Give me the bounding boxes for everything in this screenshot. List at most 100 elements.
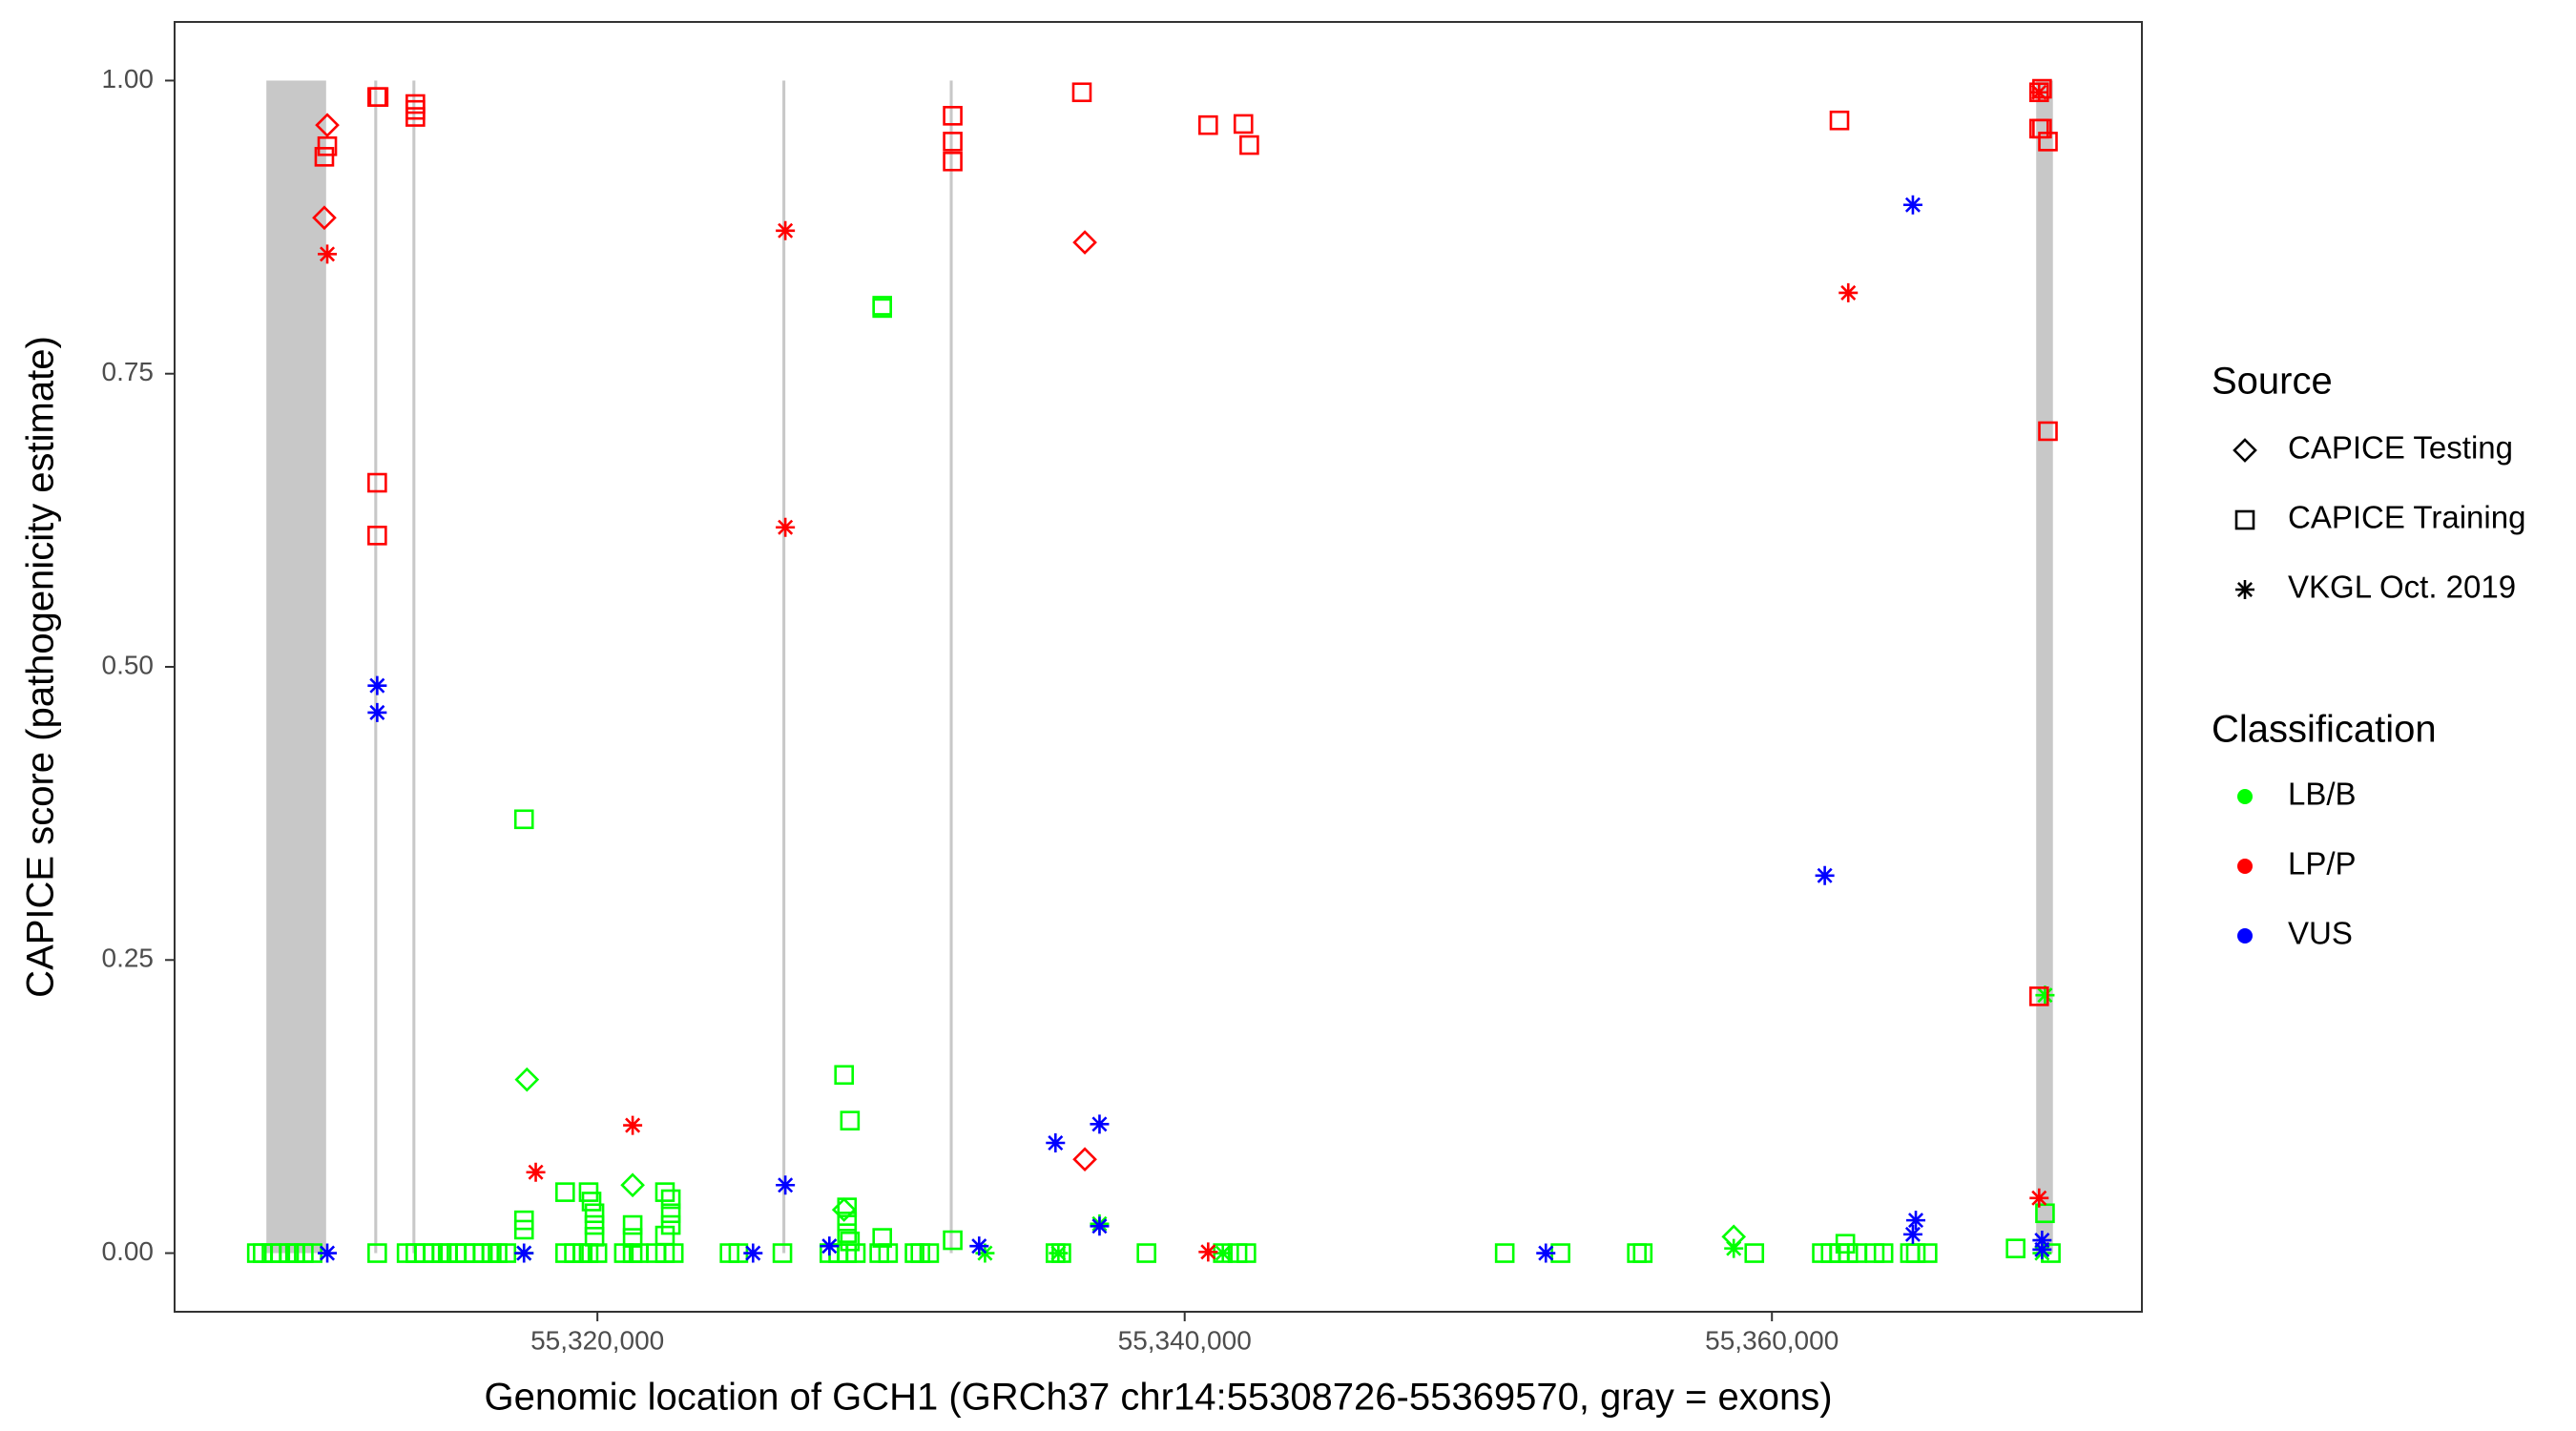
point [1046,1133,1066,1153]
exon [374,80,378,1254]
y-tick-label: 0.75 [102,357,155,386]
point [872,1228,893,1248]
point [587,1243,608,1263]
point [1233,114,1254,135]
y-axis-title: CAPICE score (pathogenicity estimate) [20,336,62,998]
exon [412,80,416,1254]
point [1536,1243,1556,1263]
legend-symbol [2235,580,2254,599]
x-axis-title: Genomic location of GCH1 (GRCh37 chr14:5… [484,1377,1832,1419]
point [405,107,426,127]
point [1239,135,1259,156]
legend-symbol [2237,859,2253,874]
point [2029,1188,2049,1208]
point [1072,1147,1097,1172]
legend-symbol [2237,928,2253,944]
point [660,1214,681,1235]
y-tick-label: 0.25 [102,944,155,973]
point [1136,1243,1156,1263]
point [367,1243,387,1263]
point [831,1197,857,1222]
point [1724,1238,1744,1258]
point [840,1110,861,1130]
point [1072,230,1097,255]
point [1198,1242,1218,1262]
point-layer [246,78,2061,1263]
point [663,1243,684,1263]
point [314,147,335,167]
point [654,1182,675,1202]
point [1906,1211,1926,1231]
point [919,1243,940,1263]
y-tick-label: 0.00 [102,1236,155,1266]
x-tick-label: 55,340,000 [1118,1325,1252,1355]
point [660,1203,681,1224]
point [555,1182,575,1202]
legend-label: VKGL Oct. 2019 [2288,570,2516,605]
point [2032,118,2052,139]
y-tick-label: 0.50 [102,650,155,679]
y-tick-label: 1.00 [102,64,155,93]
point [368,87,389,107]
x-tick-label: 55,360,000 [1705,1325,1839,1355]
point [1902,1224,1922,1244]
point [969,1236,989,1256]
point [943,132,963,152]
point [1815,865,1835,885]
point [1873,1243,1894,1263]
point [772,1243,793,1263]
point [514,1067,540,1092]
legend-symbol [2234,509,2255,530]
point [367,675,387,695]
legend-label: LP/P [2288,846,2357,881]
exon [2036,80,2053,1254]
point [312,205,337,231]
point [2028,986,2049,1006]
point [513,1219,534,1240]
point [1494,1243,1515,1263]
point [1902,195,1922,215]
point [834,1065,854,1086]
point [367,526,387,546]
point [2035,985,2055,1006]
point [845,1243,866,1263]
point [943,1230,963,1251]
exon [949,80,953,1254]
point [1090,1114,1110,1134]
legend-title: Source [2212,361,2333,403]
point [1905,1243,1926,1263]
legend-symbol [2233,438,2257,463]
point [943,151,963,172]
point [872,298,893,319]
x-tick-label: 55,320,000 [530,1325,664,1355]
exon [266,80,326,1254]
point [1213,1243,1233,1263]
point [623,1115,643,1135]
point [2032,78,2052,99]
point [1236,1243,1257,1263]
point [1829,110,1850,131]
point [820,1236,840,1256]
point [1744,1243,1765,1263]
legend-symbol [2237,789,2253,804]
point [743,1243,763,1263]
point [514,1243,534,1263]
point [318,244,338,264]
point [513,809,534,830]
point [2038,132,2058,152]
point [2029,82,2049,102]
point [776,517,796,537]
point [2038,421,2058,442]
point [1632,1243,1653,1263]
point [315,113,340,137]
point [2005,1238,2025,1258]
point [620,1172,645,1198]
point [660,1189,681,1210]
point [526,1162,546,1182]
point [622,1214,643,1235]
legend-title: Classification [2212,709,2437,751]
point [584,1203,605,1224]
legend-label: CAPICE Training [2288,500,2525,535]
exon-layer [266,80,2053,1254]
